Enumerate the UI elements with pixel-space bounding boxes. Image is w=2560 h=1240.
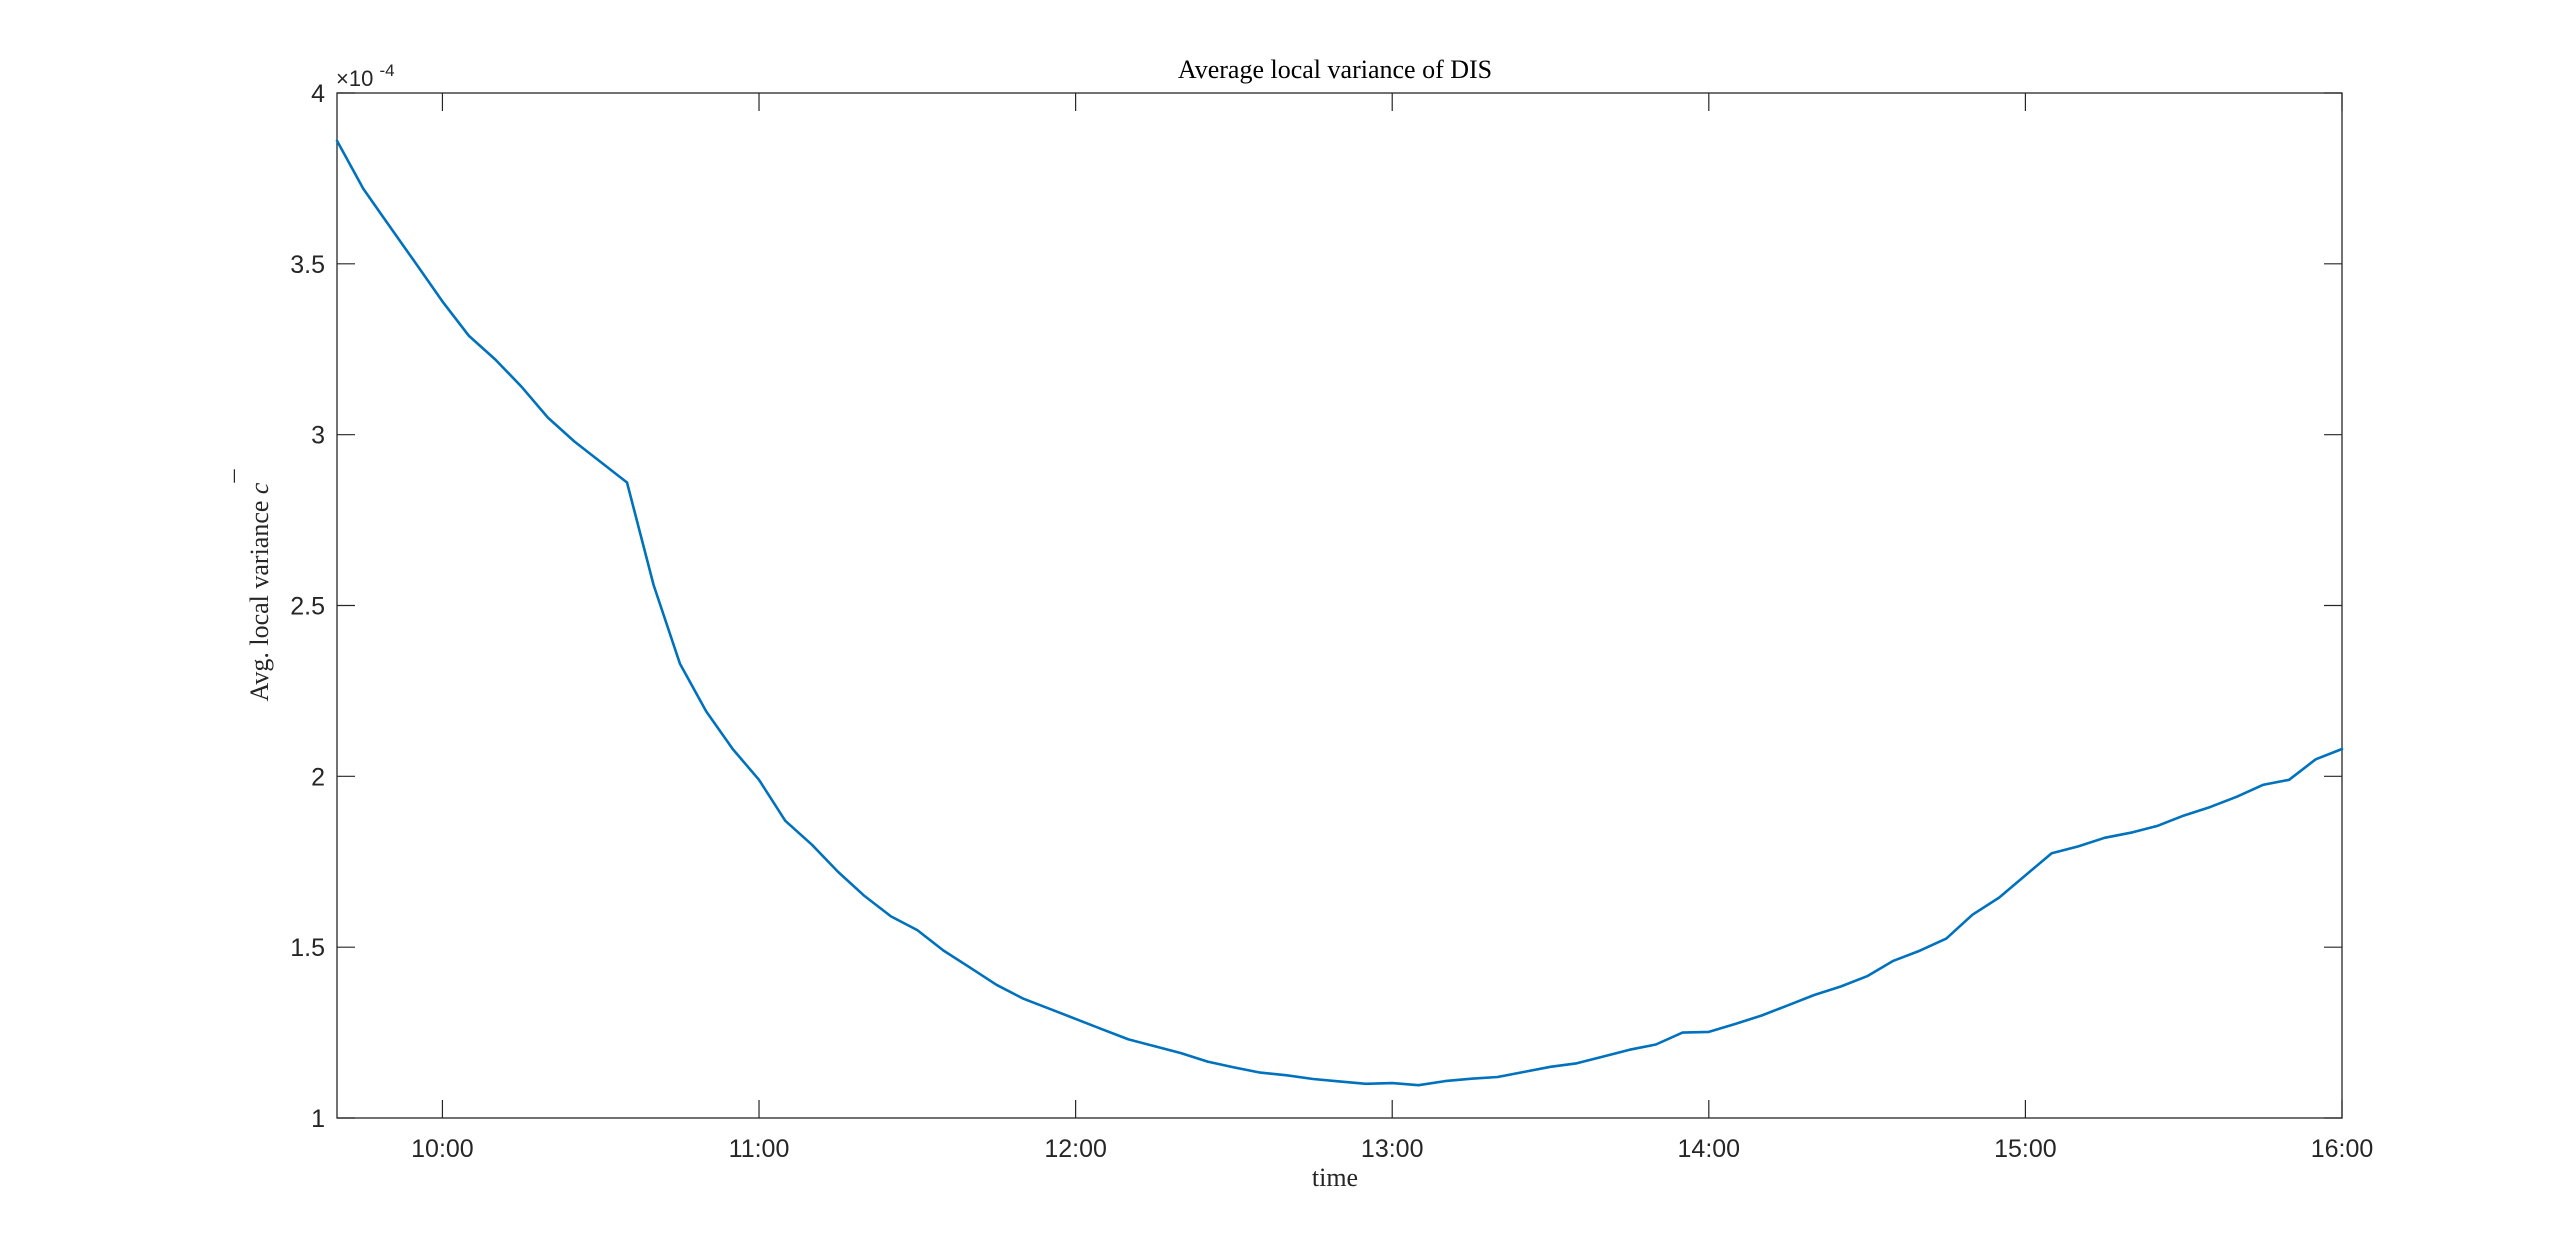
y-multiplier-base: ×10 — [336, 66, 373, 91]
x-tick-label: 10:00 — [411, 1135, 474, 1163]
x-tick-label: 13:00 — [1361, 1135, 1424, 1163]
y-axis-label-symbol: c — [245, 482, 274, 494]
svg-text:Avg. local variance: Avg. local variance c — [245, 482, 274, 701]
plot-area: 10:00 11:00 12:00 13:00 14:00 15:00 16:00 1 1.5 2… — [290, 80, 2373, 1163]
x-tick-label: 15:00 — [1994, 1135, 2057, 1163]
x-tick-label: 12:00 — [1044, 1135, 1107, 1163]
x-tick-label: 16:00 — [2311, 1135, 2374, 1163]
y-tick-label: 1 — [311, 1105, 325, 1133]
y-axis-label-text: Avg. local variance — [245, 501, 274, 702]
y-tick-label: 3.5 — [290, 251, 325, 279]
y-tick-label: 1.5 — [290, 934, 325, 962]
y-tick-label: 4 — [311, 80, 325, 108]
y-multiplier-exponent: -4 — [379, 61, 394, 80]
chart-title: Average local variance of DIS — [1178, 55, 1492, 84]
x-tick-label: 11:00 — [729, 1135, 790, 1163]
axes-box — [337, 93, 2342, 1118]
svg-text:¯: ¯ — [231, 469, 260, 484]
x-tick-label: 14:00 — [1678, 1135, 1741, 1163]
y-tick-label: 2.5 — [290, 593, 325, 621]
x-axis-label: time — [1312, 1163, 1358, 1192]
y-tick-label: 3 — [311, 422, 325, 450]
y-tick-label: 2 — [311, 763, 325, 791]
